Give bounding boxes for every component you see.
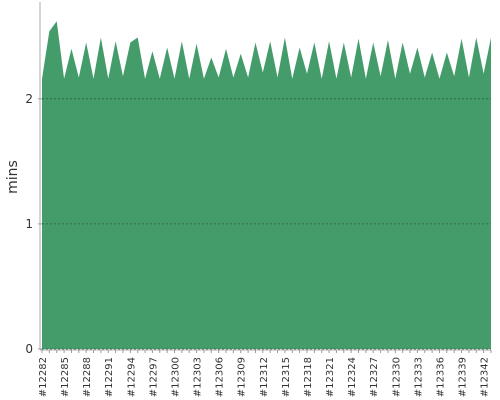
x-tick-label: #12291	[104, 357, 115, 397]
y-tick-label: 0	[25, 342, 33, 356]
x-tick-label: #12303	[193, 357, 204, 397]
area	[42, 21, 491, 350]
x-tick-label: #12294	[126, 357, 137, 397]
x-tick-label: #12342	[480, 357, 491, 397]
x-tick-label: #12339	[458, 357, 469, 397]
x-tick-label: #12321	[325, 357, 336, 397]
x-tick-label: #12327	[369, 357, 380, 397]
y-axis-label: mins	[5, 160, 21, 194]
x-tick-label: #12336	[435, 357, 446, 397]
y-tick-label: 1	[25, 217, 33, 231]
x-tick-label: #12309	[237, 357, 248, 397]
y-tick-label: 2	[25, 92, 33, 106]
x-tick-label: #12312	[259, 357, 270, 397]
x-tick-label: #12300	[170, 357, 181, 397]
x-tick-label: #12324	[347, 357, 358, 397]
x-tick-label: #12315	[281, 357, 292, 397]
x-tick-label: #12288	[82, 357, 93, 397]
x-tick-label: #12297	[148, 357, 159, 397]
x-tick-label: #12306	[215, 357, 226, 397]
x-tick-label: #12282	[38, 357, 49, 397]
x-tick-label: #12285	[60, 357, 71, 397]
x-tick-label: #12318	[303, 357, 314, 397]
x-tick-label: #12330	[391, 357, 402, 397]
x-tick-label: #12333	[413, 357, 424, 397]
